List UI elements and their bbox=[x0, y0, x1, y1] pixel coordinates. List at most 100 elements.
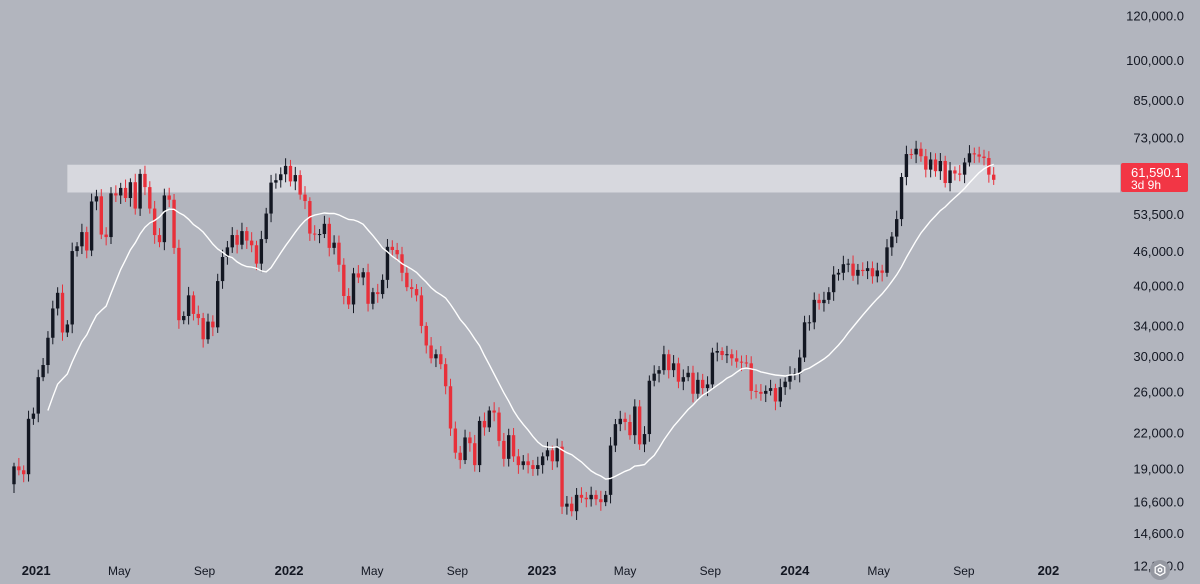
candle-body bbox=[977, 154, 981, 157]
candle-body bbox=[560, 446, 564, 507]
candle-body bbox=[836, 272, 841, 275]
price-axis-label: 73,000.0 bbox=[1133, 131, 1184, 146]
candle-body bbox=[206, 321, 210, 340]
price-axis-label: 46,000.0 bbox=[1133, 244, 1184, 259]
price-axis-label: 26,000.0 bbox=[1133, 384, 1184, 399]
candle-body bbox=[604, 494, 608, 503]
candle-body bbox=[371, 292, 375, 304]
candle-body bbox=[99, 196, 103, 235]
candle-body bbox=[540, 456, 545, 466]
candle-body bbox=[667, 354, 671, 371]
moving-average-line bbox=[47, 163, 994, 480]
candle-body bbox=[487, 410, 491, 428]
candle-body bbox=[730, 354, 734, 359]
price-axis-label: 85,000.0 bbox=[1133, 93, 1184, 108]
candle-body bbox=[366, 272, 370, 304]
candle-body bbox=[545, 450, 550, 457]
candle-body bbox=[875, 270, 879, 277]
candle-body bbox=[453, 428, 458, 453]
candle-body bbox=[647, 380, 652, 435]
candle-body bbox=[405, 272, 409, 288]
candle-body bbox=[992, 174, 996, 180]
candle-body bbox=[123, 187, 128, 199]
candle-body bbox=[283, 165, 288, 175]
candle-body bbox=[652, 373, 656, 381]
candle-body bbox=[744, 362, 749, 364]
candle-body bbox=[599, 499, 603, 503]
candle-body bbox=[351, 273, 356, 305]
candle-body bbox=[788, 374, 792, 382]
candle-body bbox=[443, 364, 448, 387]
candle-body bbox=[914, 148, 918, 155]
candle-body bbox=[254, 245, 259, 264]
candle-body bbox=[628, 421, 632, 436]
candle-body bbox=[827, 292, 831, 300]
candle-body bbox=[773, 388, 778, 402]
candle-body bbox=[861, 269, 865, 272]
candle-body bbox=[17, 466, 21, 471]
candle-body bbox=[46, 337, 50, 366]
candle-body bbox=[715, 351, 719, 353]
candle-body bbox=[104, 234, 108, 238]
candle-body bbox=[424, 325, 428, 346]
candle-body bbox=[739, 361, 744, 363]
candle-body bbox=[337, 242, 341, 265]
candle-body bbox=[972, 153, 976, 155]
candle-body bbox=[502, 440, 506, 459]
candle-body bbox=[211, 321, 215, 328]
candle-body bbox=[264, 213, 268, 240]
candle-body bbox=[579, 494, 584, 498]
candle-body bbox=[589, 494, 593, 500]
candle-body bbox=[31, 413, 36, 419]
candle-body bbox=[851, 263, 855, 276]
candle-body bbox=[720, 351, 724, 356]
candle-body bbox=[870, 268, 875, 277]
candle-body bbox=[511, 435, 516, 457]
candle-body bbox=[681, 377, 685, 382]
price-axis-label: 30,000.0 bbox=[1133, 349, 1184, 364]
price-axis-label: 14,600.0 bbox=[1133, 526, 1184, 541]
candle-body bbox=[924, 156, 928, 170]
candle-body bbox=[928, 159, 933, 170]
time-axis-label: May bbox=[361, 564, 384, 578]
candle-body bbox=[12, 466, 16, 485]
candle-body bbox=[482, 420, 487, 428]
candle-body bbox=[429, 345, 433, 359]
candle-body bbox=[783, 381, 787, 388]
candle-body bbox=[477, 420, 482, 466]
candle-body bbox=[967, 153, 972, 163]
candle-body bbox=[919, 148, 923, 157]
resistance-zone bbox=[67, 164, 1121, 193]
price-axis-label: 40,000.0 bbox=[1133, 278, 1184, 293]
candle-body bbox=[637, 406, 642, 445]
candle-body bbox=[65, 324, 70, 333]
time-axis-label: 2024 bbox=[780, 563, 810, 578]
candle-body bbox=[196, 313, 200, 319]
candle-body bbox=[507, 435, 511, 459]
candle-body bbox=[380, 279, 385, 295]
candle-body bbox=[642, 434, 647, 445]
candle-body bbox=[846, 263, 850, 265]
candle-body bbox=[143, 173, 147, 188]
candle-body bbox=[313, 233, 317, 235]
candle-body bbox=[938, 160, 943, 172]
candle-body bbox=[831, 274, 836, 293]
candle-body bbox=[225, 247, 230, 257]
time-axis[interactable]: 2021 May Sep 2022 May Sep 2023 May Sep 2024 May Sep… bbox=[22, 563, 1060, 578]
price-axis[interactable]: 12,800.014,600.016,600.019,000.022,000.0… bbox=[1126, 8, 1184, 573]
candle-body bbox=[303, 194, 307, 202]
price-axis-label: 120,000.0 bbox=[1126, 8, 1184, 23]
time-axis-label: May bbox=[108, 564, 131, 578]
candle-wicks bbox=[13, 140, 995, 520]
candle-body bbox=[676, 363, 681, 382]
candle-body bbox=[909, 154, 913, 156]
candle-body bbox=[759, 391, 763, 394]
candle-body bbox=[410, 287, 414, 290]
chart-settings-button[interactable] bbox=[1150, 560, 1170, 580]
candle-body bbox=[807, 322, 812, 324]
candle-body bbox=[584, 497, 588, 500]
candle-body bbox=[274, 180, 278, 183]
candle-body bbox=[439, 354, 443, 365]
candle-body bbox=[342, 264, 346, 296]
